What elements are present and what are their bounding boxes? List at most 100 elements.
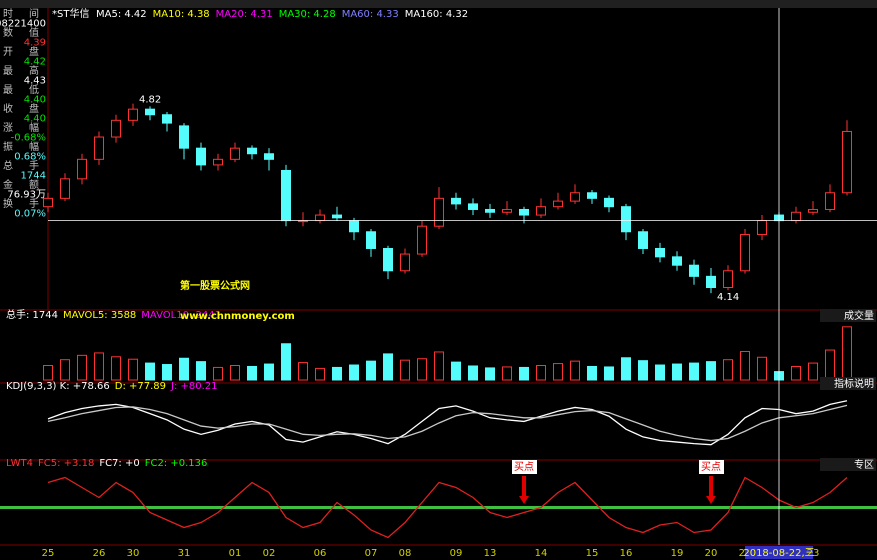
info-label: 换手: [3, 197, 55, 210]
ma-legend: MA5: 4.42: [96, 9, 147, 20]
volume-bar: [281, 343, 291, 381]
watermark: www.chnmoney.com: [180, 311, 295, 322]
x-tick-label: 31: [178, 548, 191, 559]
x-tick-label: 01: [229, 548, 242, 559]
volume-bar: [519, 366, 529, 381]
volume-bar: [400, 359, 410, 381]
candle-body: [43, 197, 53, 208]
info-label: 金额: [3, 178, 55, 191]
panel-legend: FC2: +0.136: [145, 458, 208, 469]
volume-bar: [145, 362, 155, 381]
volume-bar: [332, 366, 342, 381]
candle-body: [400, 253, 410, 272]
candle-body: [196, 147, 206, 166]
volume-bar: [706, 361, 716, 381]
candle-body: [604, 197, 614, 208]
volume-bar: [451, 361, 461, 381]
x-tick-label: 09: [450, 548, 463, 559]
candle-body: [825, 192, 835, 210]
volume-bar: [485, 367, 495, 381]
candle-body: [655, 247, 665, 258]
indicator-line: [47, 476, 848, 539]
volume-bar: [604, 366, 614, 381]
volume-bar: [621, 357, 631, 381]
panel-legend: MAVOL10: 2441: [141, 310, 221, 321]
volume-bar: [655, 364, 665, 381]
info-value: 4.40: [24, 114, 46, 125]
candle-body: [587, 192, 597, 199]
info-value: 0.07%: [14, 209, 46, 220]
panel-legend: LWT4: [6, 458, 33, 469]
x-tick-label: 06: [314, 548, 327, 559]
low-label: 4.14: [717, 292, 739, 303]
panel-legend: FC5: +3.18: [38, 458, 94, 469]
candle-body: [485, 208, 495, 213]
candle-body: [757, 220, 767, 236]
volume-bar: [434, 351, 444, 381]
candle-body: [672, 256, 682, 266]
volume-bar: [587, 365, 597, 381]
x-tick-label: 20: [705, 548, 718, 559]
volume-bar: [842, 326, 852, 381]
info-value: 1744: [21, 171, 46, 182]
candle-body: [519, 208, 529, 216]
info-label: 数值: [3, 26, 55, 39]
panel-button-bg: [820, 377, 876, 390]
candle-body: [740, 234, 750, 272]
candle-body: [281, 169, 291, 222]
toolbar: [0, 0, 877, 8]
candle-body: [383, 247, 393, 272]
volume-bar: [740, 350, 750, 381]
candle-body: [111, 119, 121, 138]
candle-body: [570, 192, 580, 202]
date-highlight: [745, 546, 813, 559]
panel-button-bg: [820, 309, 876, 322]
candle-body: [213, 158, 223, 166]
volume-bar: [315, 367, 325, 381]
volume-bar: [383, 353, 393, 381]
candle-body: [417, 225, 427, 255]
x-tick-label: 2018-08-22,三: [743, 548, 814, 559]
volume-bar: [60, 359, 70, 381]
volume-bar: [417, 358, 427, 381]
volume-bar: [689, 362, 699, 381]
info-value: 4.40: [24, 95, 46, 106]
x-tick-label: 23: [807, 548, 820, 559]
info-label: 总手: [3, 159, 55, 172]
candle-body: [638, 231, 648, 249]
panel-legend: D: +77.89: [115, 381, 166, 392]
candle-body: [230, 147, 240, 160]
x-tick-label: 19: [671, 548, 684, 559]
buy-arrow: [519, 476, 529, 504]
candle-body: [502, 208, 512, 213]
candle-body: [247, 147, 257, 155]
volume-bar: [672, 363, 682, 381]
volume-bar: [77, 354, 87, 381]
panel-button-bg: [820, 458, 876, 471]
info-value: 4.39: [24, 38, 46, 49]
annotation-box: [512, 460, 537, 474]
volume-bar: [723, 359, 733, 381]
info-value: 4.42: [24, 57, 46, 68]
ma-legend: MA30: 4.28: [279, 9, 336, 20]
candle-body: [553, 200, 563, 208]
x-tick-label: 25: [42, 548, 55, 559]
info-label: 开盘: [3, 45, 55, 58]
annotation-box: [699, 460, 724, 474]
x-tick-label: 30: [127, 548, 140, 559]
volume-bar: [791, 365, 801, 381]
info-label: 最高: [3, 64, 55, 77]
candle-body: [128, 108, 138, 121]
volume-bar: [230, 365, 240, 381]
indicator-line: [47, 404, 848, 442]
annotation: 买点: [514, 461, 534, 473]
ma-legend: MA10: 4.38: [153, 9, 210, 20]
info-value: 0.68%: [14, 152, 46, 163]
candle-body: [179, 125, 189, 149]
volume-bar: [553, 363, 563, 381]
info-label: 振幅: [3, 140, 55, 153]
panel-button: 专区: [854, 458, 874, 471]
candle-body: [842, 130, 852, 194]
